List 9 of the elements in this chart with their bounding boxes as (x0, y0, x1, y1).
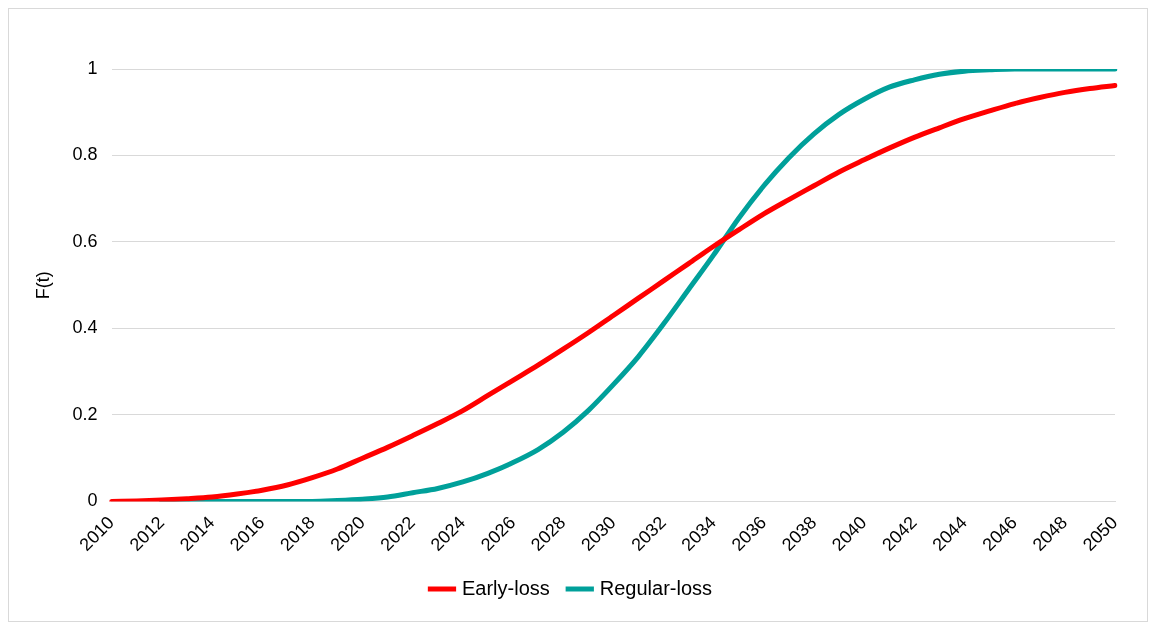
y-tick-label: 0 (87, 490, 98, 511)
y-tick-label: 1 (87, 57, 98, 78)
y-tick-label: 0.6 (72, 230, 98, 251)
y-tick-label: 0.8 (72, 144, 98, 165)
y-tick-label: 0.4 (72, 317, 98, 338)
legend-label: Regular-loss (599, 576, 713, 599)
legend-label: Early-loss (461, 576, 550, 599)
y-tick-label: 0.2 (72, 403, 98, 424)
y-axis-title: F(t) (32, 271, 53, 300)
